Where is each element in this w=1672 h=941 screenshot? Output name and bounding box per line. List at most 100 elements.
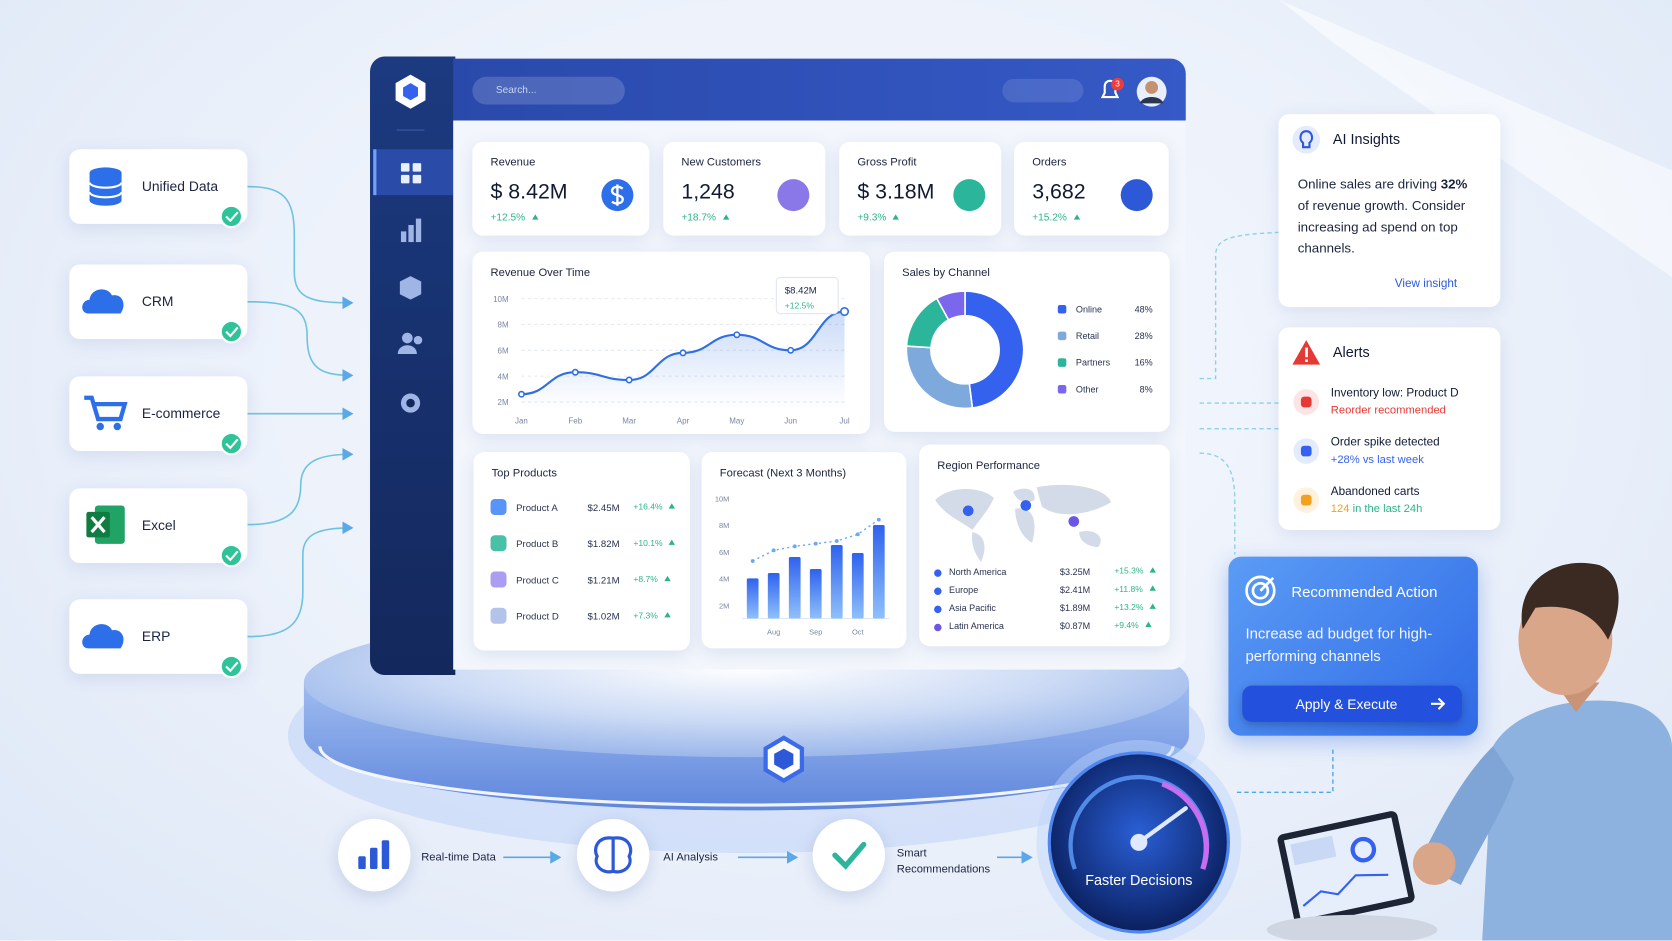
- top-products-card: Top Products Product A $2.45M +16.4% Product…: [473, 452, 690, 651]
- x-tick-label: Mar: [622, 416, 636, 425]
- y-tick-label: 8M: [498, 321, 509, 330]
- kpi-label: New Customers: [681, 155, 762, 169]
- product-icon: [490, 535, 507, 552]
- kpi-icon: [777, 179, 810, 212]
- channel-card: Sales by Channel Online 48% Retail 28% Partne…: [883, 251, 1170, 432]
- tooltip: [775, 276, 839, 315]
- point: [733, 331, 741, 339]
- slice: [935, 290, 966, 321]
- insights-card: AI Insights Online sales are driving 32%…: [1278, 114, 1501, 308]
- card-title: Forecast (Next 3 Months): [719, 467, 847, 480]
- bar: [830, 545, 843, 619]
- product-icon: [490, 499, 507, 516]
- bar: [746, 578, 759, 619]
- alert-title: Order spike detected: [1330, 436, 1440, 449]
- source-label: Unified Data: [141, 178, 219, 195]
- region-change: +15.3%: [1114, 566, 1156, 576]
- point: [571, 368, 579, 376]
- search-box[interactable]: Search...: [472, 76, 625, 105]
- kpi-change: +15.2%: [1032, 212, 1079, 224]
- icon: [84, 395, 244, 456]
- product-change: +10.1%: [633, 538, 675, 548]
- product-icon: [490, 571, 507, 588]
- toolbar[interactable]: [1002, 78, 1084, 103]
- world-map: [935, 484, 1112, 562]
- alert-count: 124: [1330, 502, 1350, 516]
- region-dot: [934, 587, 942, 596]
- tooltip-value: $8.42M: [785, 285, 817, 296]
- legend-value: 48%: [1135, 304, 1153, 314]
- x-tick-label: Sep: [809, 627, 822, 636]
- trend-point: [876, 517, 881, 522]
- icon-bg: [953, 179, 986, 212]
- point: [517, 390, 525, 398]
- gauge-label: Faster Decisions: [1085, 872, 1193, 889]
- top-bar: Search... 3: [453, 58, 1186, 121]
- y-tick-label: 6M: [498, 346, 509, 355]
- apply-button[interactable]: Apply & Execute: [1242, 685, 1462, 722]
- product-value: $1.82M: [587, 538, 620, 550]
- kpi-card: Revenue $ 8.42M +12.5%: [472, 141, 650, 236]
- x-tick-label: Apr: [677, 416, 690, 425]
- trend-point: [771, 548, 776, 553]
- bar-chart: 2M 4M 6M 8M 10M Aug Sep Oct: [715, 494, 890, 636]
- kpi-change: +12.5%: [491, 212, 538, 224]
- trend-point: [792, 544, 797, 549]
- kpi-card: Gross Profit $ 3.18M +9.3%: [839, 141, 1002, 236]
- highlight: 32%: [1440, 177, 1468, 192]
- slice: [964, 290, 1025, 409]
- source-card[interactable]: ERP: [69, 599, 248, 679]
- alert-glyph: [1300, 445, 1312, 457]
- slice: [905, 345, 974, 410]
- source-card[interactable]: CRM: [69, 264, 248, 344]
- point: [787, 346, 795, 354]
- source-card[interactable]: Unified Data: [69, 149, 248, 229]
- card-title: Region Performance: [937, 459, 1041, 473]
- region-name: Europe: [949, 584, 979, 596]
- forecast-card: Forecast (Next 3 Months) 2M 4M 6M 8M 10M Aug Se…: [701, 452, 907, 649]
- kpi-card: Orders 3,682 +15.2%: [1014, 141, 1169, 236]
- region-value: $3.25M: [1059, 566, 1091, 577]
- bar: [851, 553, 864, 619]
- arrow-icon: [1431, 697, 1446, 710]
- product-name: Product D: [516, 611, 559, 622]
- header-icons[interactable]: [1093, 74, 1178, 110]
- kpi-label: Revenue: [490, 155, 536, 169]
- product-change: +16.4%: [633, 502, 675, 512]
- legend-value: 16%: [1135, 358, 1153, 368]
- bar: [788, 557, 801, 619]
- alert-detail-text: in the last 24h: [1352, 502, 1423, 516]
- alert-glyph: [1300, 494, 1312, 506]
- product-name: Product A: [516, 502, 558, 513]
- icon: [82, 289, 244, 344]
- alert-glyph: [1300, 396, 1312, 408]
- alert-icon: [1293, 487, 1320, 513]
- source-card[interactable]: Excel: [69, 488, 248, 568]
- source-card[interactable]: E-commerce: [69, 376, 248, 456]
- product-name: Product C: [516, 574, 559, 586]
- product-value: $1.21M: [587, 574, 620, 586]
- source-label: CRM: [141, 293, 174, 310]
- x-tick-label: May: [729, 416, 744, 425]
- source-label: Excel: [141, 517, 176, 534]
- icon-glyph: [610, 184, 624, 206]
- legend-label: Partners: [1076, 358, 1111, 368]
- trend-point: [855, 532, 860, 537]
- kpi-value: 1,248: [681, 180, 735, 204]
- legend-value: 28%: [1135, 331, 1153, 341]
- icon: [1245, 575, 1276, 606]
- revenue-card: Revenue Over Time 2M 4M 6M 8M 10M Jan Feb Mar Apr…: [472, 251, 871, 434]
- y-tick-label: 2M: [498, 398, 509, 407]
- bar: [767, 573, 780, 619]
- icon: [1292, 340, 1321, 365]
- kpi-card: New Customers 1,248 +18.7%: [663, 141, 826, 236]
- pipeline-label: Real-time Data: [421, 850, 496, 864]
- view-insight-link[interactable]: View insight: [1394, 277, 1458, 291]
- legend-swatch: [1057, 358, 1067, 367]
- kpi-value: $ 8.42M: [490, 180, 568, 204]
- alerts-card: Alerts Inventory low: Product D Reorder r…: [1278, 327, 1501, 530]
- region-dot: [934, 623, 942, 632]
- sidebar: [370, 56, 456, 675]
- trend-point: [750, 559, 755, 563]
